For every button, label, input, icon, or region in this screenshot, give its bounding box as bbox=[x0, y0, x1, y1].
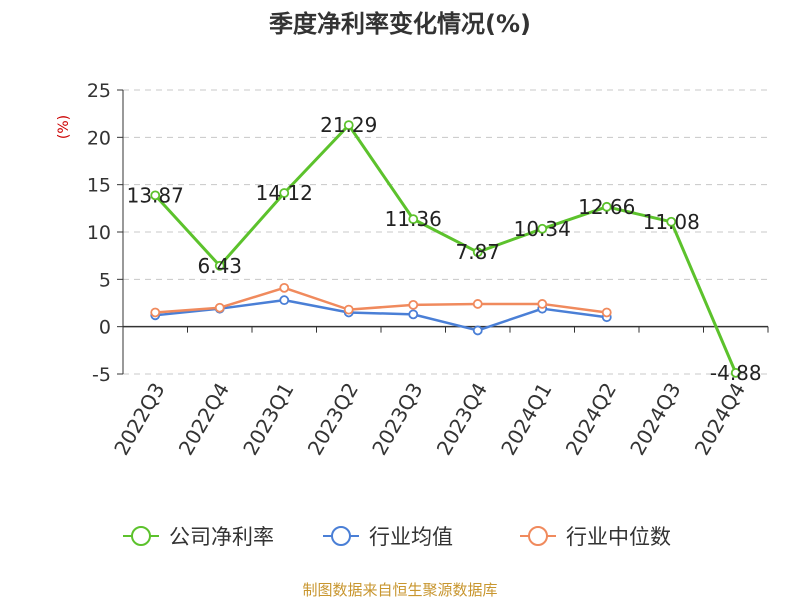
x-tick-label: 2024Q3 bbox=[625, 379, 685, 460]
data-point bbox=[214, 302, 225, 313]
data-point bbox=[601, 307, 612, 318]
data-point bbox=[408, 309, 419, 320]
y-tick-label: 0 bbox=[99, 317, 111, 339]
data-point bbox=[537, 223, 548, 234]
y-axis-unit: (%) bbox=[56, 115, 72, 139]
grid-lines bbox=[123, 89, 768, 375]
x-tick-label: 2022Q4 bbox=[174, 379, 234, 460]
data-label: 6.43 bbox=[197, 254, 242, 278]
y-tick-label: 20 bbox=[87, 127, 111, 149]
legend: 公司净利率 行业均值 行业中位数 bbox=[123, 525, 671, 549]
data-point bbox=[279, 188, 290, 198]
y-tick-label: -5 bbox=[92, 364, 111, 386]
series-line bbox=[155, 286, 607, 314]
data-label: 12.66 bbox=[578, 195, 635, 219]
data-label: -4.88 bbox=[710, 361, 762, 385]
data-label: 10.34 bbox=[514, 217, 571, 241]
y-tick-label: 25 bbox=[87, 80, 111, 102]
data-point bbox=[214, 260, 225, 271]
data-point bbox=[537, 299, 548, 309]
data-label: 7.87 bbox=[455, 240, 500, 264]
y-tick-label: 5 bbox=[99, 269, 111, 291]
legend-label: 行业均值 bbox=[369, 525, 453, 549]
x-tick-label: 2024Q4 bbox=[690, 379, 750, 460]
data-point bbox=[150, 190, 161, 201]
data-point bbox=[666, 216, 677, 227]
data-point bbox=[343, 120, 354, 131]
data-point bbox=[472, 325, 483, 336]
legend-marker bbox=[131, 526, 151, 546]
chart-title: 季度净利率变化情况(%) bbox=[269, 10, 531, 38]
data-point bbox=[472, 299, 483, 309]
data-point bbox=[343, 304, 354, 315]
data-label: 13.87 bbox=[127, 183, 184, 207]
x-tick-label: 2024Q1 bbox=[496, 379, 556, 460]
data-labels: 13.87 6.43 14.12 21.29 11.36 7.87 10.34 12.66 11… bbox=[127, 113, 762, 385]
data-point bbox=[472, 247, 483, 258]
x-tick-label: 2023Q3 bbox=[367, 379, 427, 460]
data-point bbox=[730, 367, 741, 378]
x-tick-label: 2024Q2 bbox=[561, 379, 621, 460]
data-label: 14.12 bbox=[256, 181, 313, 205]
data-point bbox=[408, 214, 419, 225]
y-tick-label: 10 bbox=[87, 222, 111, 244]
data-point bbox=[279, 282, 290, 293]
x-tick-label: 2022Q3 bbox=[109, 379, 169, 460]
data-point bbox=[150, 307, 161, 318]
data-label: 21.29 bbox=[320, 113, 377, 137]
x-tick-label: 2023Q1 bbox=[238, 379, 298, 460]
series-lines bbox=[150, 120, 741, 378]
series-line bbox=[154, 123, 738, 374]
x-tick-label: 2023Q2 bbox=[303, 379, 363, 460]
data-point bbox=[408, 299, 419, 310]
data-point bbox=[601, 201, 612, 212]
source-note: 制图数据来自恒生聚源数据库 bbox=[302, 581, 497, 599]
legend-marker bbox=[331, 526, 351, 546]
series-line bbox=[155, 298, 607, 332]
legend-label: 公司净利率 bbox=[169, 525, 274, 549]
legend-marker bbox=[528, 526, 548, 546]
data-label: 11.36 bbox=[385, 207, 442, 231]
legend-label: 行业中位数 bbox=[566, 525, 671, 549]
x-tick-label: 2023Q4 bbox=[432, 379, 492, 460]
data-point bbox=[279, 295, 290, 306]
y-tick-label: 15 bbox=[87, 175, 111, 197]
data-label: 11.08 bbox=[643, 210, 700, 234]
